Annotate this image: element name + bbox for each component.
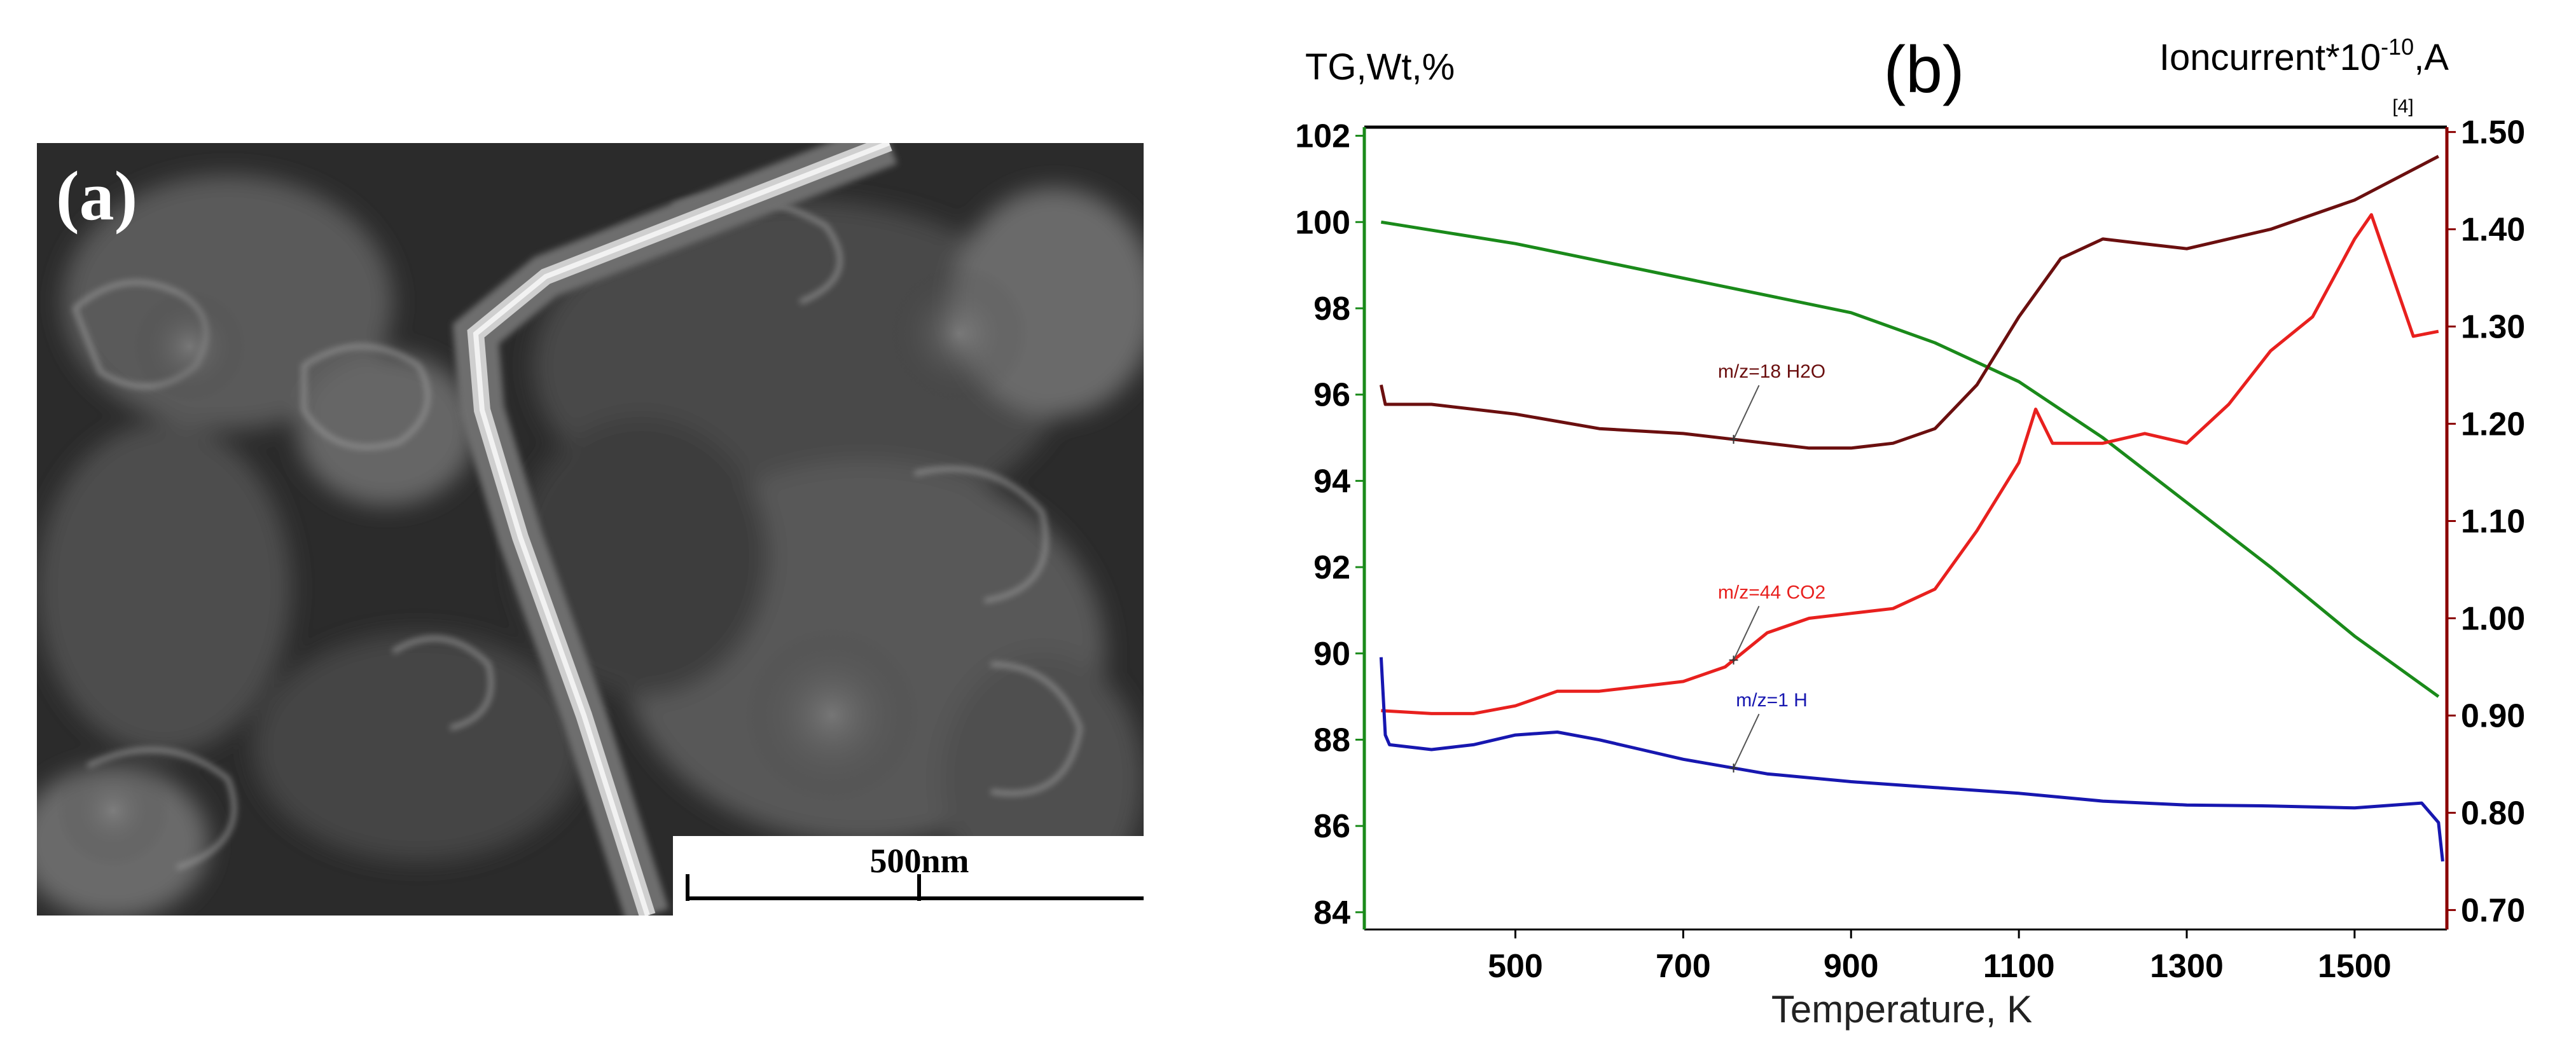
tg-series-line [1381,220,2440,698]
y-left-tick-label: 88 [1313,722,1350,758]
scale-bar-tick [686,874,689,901]
y-left-tick-label: 102 [1295,118,1350,155]
series-annotation-label: m/z=18 H2O [1718,361,1825,382]
annotation-layer: m/z=18 H2O m/z=44 CO2 m/z=1 H [1718,361,1825,773]
panel-b-label: (b) [1883,33,1964,107]
y-right-title-unit: ,A [2414,37,2449,78]
y-left-tick-label: 84 [1313,895,1350,931]
scale-bar-tick [917,874,921,901]
y-right-tick-label: 1.40 [2461,212,2525,249]
y-right-tick-label: 1.50 [2461,114,2525,151]
y-right-tick-label: 1.10 [2461,504,2525,540]
x-tick-label: 700 [1656,948,1711,985]
tg-ms-chart: (b) TG,Wt,% Ioncurrent*10-10,A [4] Tempe… [1295,33,2525,1031]
series-layer [1379,154,2444,862]
sem-micrograph [37,143,1144,916]
annotation-leader [1733,713,1760,769]
scale-bar-box: 500nm [673,836,1144,916]
scale-bar-label: 500nm [869,842,969,880]
x-axis-title: Temperature, K [1771,988,2032,1031]
annotation-leader [1733,385,1760,440]
y-right-tick-label: 1.20 [2461,406,2525,443]
scale-bar-line [686,896,1144,900]
x-tick-label: 500 [1488,948,1543,985]
x-tick-label: 900 [1824,948,1879,985]
y-right-tick-label: 0.70 [2461,892,2525,929]
y-right-tick-label: 1.30 [2461,309,2525,346]
x-axis-ticks: 500 700 900 1100 1300 1500 [1488,929,2392,985]
y-left-axis-ticks: 84 86 88 90 92 94 96 98 100 102 [1295,118,1364,931]
y-right-title-main: Ioncurrent*10 [2159,37,2381,78]
y-right-tick-label: 0.80 [2461,795,2525,832]
y-right-title-exponent: -10 [2381,34,2414,60]
y-right-axis-ticks: 0.70 0.80 0.90 1.00 1.10 1.20 1.30 1.40 1.50 [2447,114,2525,929]
y-left-tick-label: 90 [1313,636,1350,673]
y-left-tick-label: 92 [1313,549,1350,586]
panel-a-label: (a) [56,157,138,235]
y-left-axis-title: TG,Wt,% [1305,46,1455,88]
y-left-tick-label: 94 [1313,463,1350,500]
series-annotation-label: m/z=1 H [1736,690,1808,711]
h2o-series-line [1379,154,2439,450]
x-tick-label: 1500 [2318,948,2392,985]
sem-image-panel: (a) 500nm [37,143,1144,916]
x-tick-label: 1100 [1983,948,2055,985]
co2-series-line [1381,213,2439,715]
y-left-tick-label: 86 [1313,808,1350,845]
y-right-axis-title: Ioncurrent*10-10,A [2159,34,2449,78]
series-annotation-label: m/z=44 CO2 [1718,582,1825,603]
x-tick-label: 1300 [2150,948,2224,985]
y-right-tick-label: 0.90 [2461,697,2525,734]
h-series-line [1379,657,2444,862]
y-left-tick-label: 98 [1313,291,1350,327]
y-right-tick-label: 1.00 [2461,600,2525,637]
y-left-tick-label: 96 [1313,377,1350,414]
y-left-tick-label: 100 [1295,204,1350,241]
annotation-leader [1733,605,1760,661]
right-axis-marker: [4] [2392,96,2413,117]
